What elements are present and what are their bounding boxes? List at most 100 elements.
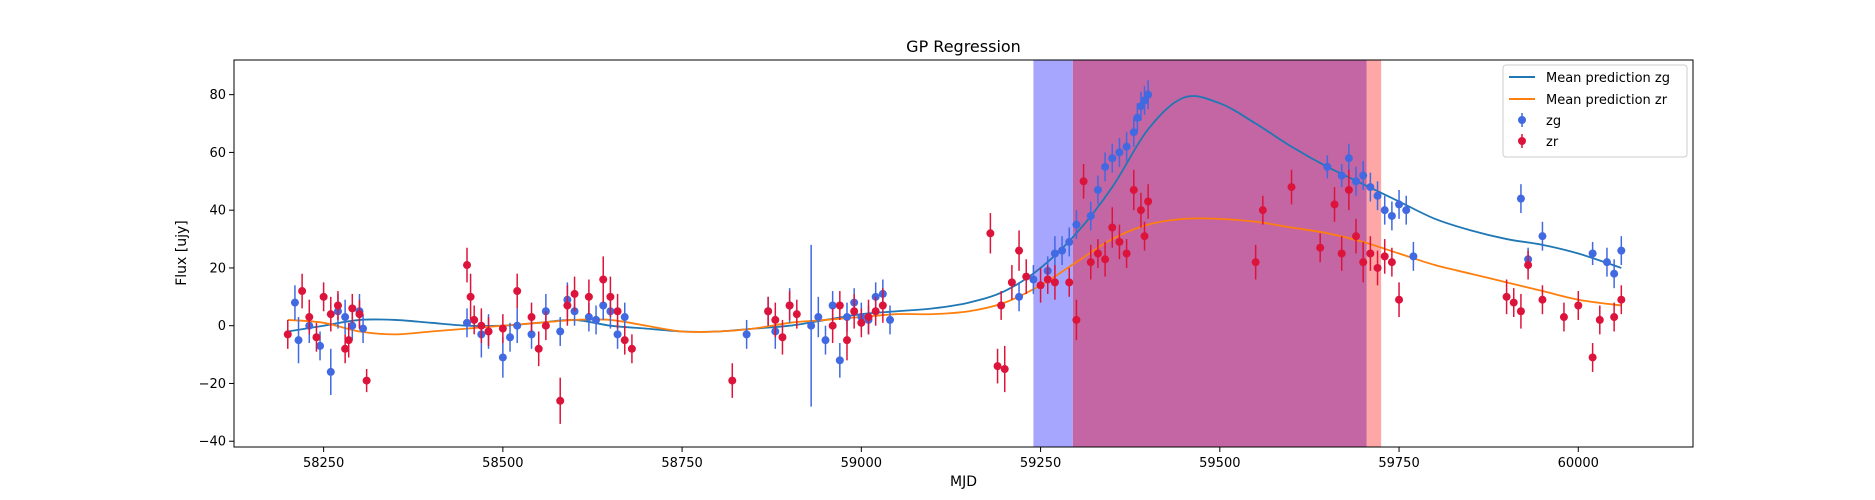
data-point-zr [283, 330, 292, 339]
data-point-zg [1136, 102, 1145, 111]
data-point-zr [1144, 197, 1153, 206]
data-point-zr [1093, 249, 1102, 258]
data-point-zr [1101, 255, 1110, 264]
data-point-zr [1122, 249, 1131, 258]
data-point-zg [326, 367, 335, 376]
data-point-zg [1323, 162, 1332, 171]
data-point-zg [1610, 269, 1619, 278]
data-point-zr [850, 307, 859, 316]
data-point-zg [1602, 258, 1611, 267]
data-point-zr [828, 321, 837, 330]
data-point-zg [1129, 128, 1138, 137]
data-point-zr [1287, 183, 1296, 192]
data-point-zr [1373, 263, 1382, 272]
data-point-zr [1395, 295, 1404, 304]
data-point-zr [466, 292, 475, 301]
data-point-zr [1337, 249, 1346, 258]
data-point-zr [606, 292, 615, 301]
data-point-zg [807, 321, 816, 330]
data-point-zg [1065, 237, 1074, 246]
legend-frame [1502, 64, 1688, 158]
data-point-zr [463, 261, 472, 270]
data-point-zg [1072, 220, 1081, 229]
y-tick-label: 0 [218, 319, 226, 334]
data-point-zr [1108, 223, 1117, 232]
x-axis-ticks: 58250 58500 58750 59000 59250 59500 59750 60000 [303, 447, 1599, 471]
data-point-zg [1140, 96, 1149, 105]
data-points [283, 80, 1626, 424]
data-point-zr [1036, 281, 1045, 290]
data-point-zg [527, 330, 536, 339]
data-point-zg [316, 341, 325, 350]
data-point-zr [1538, 295, 1547, 304]
data-point-zr [341, 344, 350, 353]
x-axis-label: MJD [950, 474, 977, 490]
data-point-zr [305, 313, 314, 322]
data-point-zr [1065, 278, 1074, 287]
data-point-zr [1380, 252, 1389, 261]
data-point-zg [814, 313, 823, 322]
data-point-zg [1115, 148, 1124, 157]
x-tick-label: 58500 [482, 456, 523, 471]
data-point-zg [1058, 246, 1067, 255]
data-point-zg [613, 330, 622, 339]
data-point-zg [1122, 142, 1131, 151]
y-tick-label: 80 [209, 88, 226, 103]
data-point-zr [556, 396, 565, 405]
data-point-zr [498, 324, 507, 333]
data-point-zr [527, 313, 536, 322]
y-axis-ticks: −40 −20 0 20 40 60 80 [199, 88, 234, 450]
data-point-zr [1000, 365, 1009, 374]
data-point-zr [344, 336, 353, 345]
data-point-zr [333, 301, 342, 310]
data-point-zr [470, 315, 479, 324]
x-tick-label: 58250 [303, 456, 344, 471]
data-point-zr [355, 310, 364, 319]
data-point-zr [319, 292, 328, 301]
x-tick-label: 59500 [1199, 456, 1240, 471]
data-point-zg [1337, 171, 1346, 180]
data-point-zg [294, 336, 303, 345]
data-point-zg [1133, 113, 1142, 122]
data-point-zg [290, 298, 299, 307]
data-point-zr [842, 336, 851, 345]
y-tick-label: 20 [209, 261, 226, 276]
legend-label-zr-line: Mean prediction zr [1546, 93, 1668, 108]
data-point-zg [1617, 246, 1626, 255]
data-point-zr [1366, 249, 1375, 258]
data-point-zr [993, 362, 1002, 371]
data-point-zg [1101, 162, 1110, 171]
legend-swatch-zr-marker [1518, 137, 1526, 145]
data-point-zg [835, 356, 844, 365]
data-point-zg [1402, 206, 1411, 215]
data-point-zg [556, 327, 565, 336]
data-point-zg [506, 333, 515, 342]
data-point-zr [1574, 301, 1583, 310]
plot-frame [233, 59, 1694, 448]
data-point-zr [986, 229, 995, 238]
data-point-zr [1352, 232, 1361, 241]
data-point-zg [592, 315, 601, 324]
data-point-zr [1330, 200, 1339, 209]
data-point-zr [764, 307, 773, 316]
data-point-zr [1559, 313, 1568, 322]
data-point-zg [513, 321, 522, 330]
data-point-zr [326, 310, 335, 319]
data-point-zr [1258, 206, 1267, 215]
data-point-zg [842, 313, 851, 322]
data-point-zg [742, 330, 751, 339]
data-point-zg [584, 313, 593, 322]
data-point-zr [1516, 307, 1525, 316]
data-point-zr [620, 336, 629, 345]
data-point-zr [570, 289, 579, 298]
shaded-region-1 [1072, 60, 1367, 447]
chart-title: GP Regression [906, 37, 1021, 56]
data-point-zr [1129, 185, 1138, 194]
data-point-zg [1015, 292, 1024, 301]
data-point-zr [627, 344, 636, 353]
data-point-zr [1043, 275, 1052, 284]
data-point-zr [728, 376, 737, 385]
legend-label-zr: zr [1546, 135, 1559, 150]
data-point-zg [1516, 194, 1525, 203]
